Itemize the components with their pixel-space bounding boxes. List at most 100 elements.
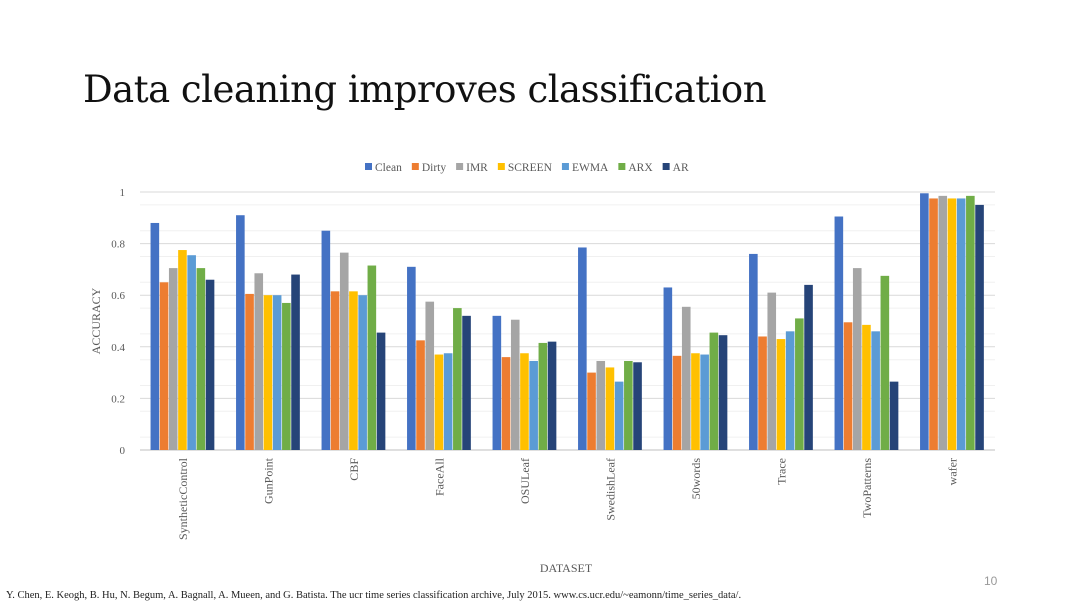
bar-arx-osuleaf — [538, 342, 548, 450]
y-tick-label: 0.8 — [111, 239, 125, 251]
legend-swatch-ar — [662, 163, 670, 170]
x-tick-label: SyntheticControl — [176, 457, 190, 540]
bar-screen-swedishleaf — [605, 367, 615, 450]
y-tick-label: 1 — [120, 187, 126, 199]
x-tick-label: TwoPatterns — [860, 458, 874, 518]
y-axis-label: ACCURACY — [89, 287, 103, 354]
bar-arx-wafer — [966, 195, 975, 450]
bar-screen-50words — [691, 353, 700, 450]
legend-label: EWMA — [572, 162, 609, 174]
bar-screen-osuleaf — [520, 353, 529, 450]
page-number: 10 — [984, 574, 998, 588]
bar-arx-50words — [709, 332, 719, 450]
legend-label: IMR — [466, 162, 488, 174]
x-tick-label: GunPoint — [261, 457, 275, 504]
x-axis-label: DATASET — [540, 561, 593, 575]
bar-screen-twopatterns — [862, 324, 871, 450]
bar-arx-syntheticcontrol — [196, 268, 206, 450]
bar-imr-twopatterns — [852, 268, 862, 450]
bar-imr-swedishleaf — [596, 360, 606, 450]
bar-screen-trace — [776, 339, 786, 450]
legend-label: SCREEN — [508, 162, 553, 174]
y-tick-label: 0.2 — [111, 393, 125, 405]
legend-swatch-clean — [365, 163, 372, 170]
bar-arx-twopatterns — [880, 275, 890, 450]
x-tick-label: 50words — [689, 458, 703, 500]
x-tick-label: CBF — [347, 458, 361, 481]
bar-ewma-twopatterns — [871, 331, 880, 450]
x-tick-label: wafer — [945, 458, 959, 485]
legend-label: ARX — [628, 162, 653, 174]
bar-ar-gunpoint — [291, 274, 300, 450]
bar-ewma-swedishleaf — [614, 381, 624, 450]
bar-ar-syntheticcontrol — [205, 279, 215, 450]
bar-dirty-cbf — [330, 291, 340, 450]
bar-arx-trace — [795, 318, 804, 450]
bar-ewma-syntheticcontrol — [187, 255, 196, 450]
bar-imr-syntheticcontrol — [168, 268, 178, 450]
bar-clean-cbf — [321, 230, 331, 450]
bar-ewma-cbf — [358, 295, 367, 450]
bar-ewma-trace — [785, 331, 795, 450]
bar-imr-osuleaf — [510, 319, 520, 450]
legend-swatch-arx — [618, 163, 626, 170]
bar-arx-swedishleaf — [624, 360, 633, 450]
slide-title: Data cleaning improves classification — [83, 68, 767, 111]
legend-swatch-imr — [456, 163, 464, 170]
bar-screen-syntheticcontrol — [178, 250, 187, 450]
bar-dirty-swedishleaf — [587, 372, 596, 450]
bar-dirty-syntheticcontrol — [159, 282, 169, 450]
bar-ar-swedishleaf — [633, 362, 642, 450]
legend-swatch-screen — [497, 163, 505, 170]
bar-arx-gunpoint — [282, 302, 291, 450]
legend-label: AR — [673, 162, 689, 174]
bar-clean-wafer — [920, 193, 929, 451]
y-tick-label: 0.4 — [111, 342, 125, 354]
bar-dirty-50words — [672, 355, 682, 450]
bar-imr-faceall — [425, 301, 435, 450]
bar-ar-50words — [718, 335, 728, 450]
bar-imr-cbf — [339, 252, 349, 450]
bar-dirty-gunpoint — [245, 293, 254, 450]
bar-ar-twopatterns — [889, 381, 899, 450]
bar-clean-twopatterns — [834, 216, 844, 450]
bar-clean-swedishleaf — [578, 247, 587, 450]
x-tick-label: SwedishLeaf — [603, 458, 617, 521]
bar-ar-faceall — [462, 315, 471, 450]
y-tick-label: 0 — [120, 445, 126, 457]
x-tick-label: Trace — [774, 458, 788, 485]
bar-clean-50words — [663, 287, 673, 450]
bar-dirty-wafer — [929, 198, 938, 450]
bar-screen-wafer — [947, 198, 957, 450]
bar-ewma-50words — [700, 354, 709, 450]
bar-clean-gunpoint — [236, 215, 245, 450]
bar-ar-trace — [804, 284, 813, 450]
bar-imr-wafer — [938, 195, 948, 450]
bar-ewma-gunpoint — [272, 295, 282, 450]
bar-clean-trace — [749, 253, 758, 450]
bar-clean-faceall — [407, 266, 416, 450]
y-tick-label: 0.6 — [111, 290, 125, 302]
bar-ar-osuleaf — [547, 341, 557, 450]
bar-arx-faceall — [453, 308, 462, 450]
bar-dirty-osuleaf — [501, 357, 511, 450]
bar-clean-syntheticcontrol — [150, 222, 160, 450]
bar-ar-cbf — [376, 332, 386, 450]
legend-swatch-ewma — [561, 163, 569, 170]
bar-ewma-faceall — [443, 353, 453, 450]
legend-swatch-dirty — [411, 163, 419, 170]
bar-clean-osuleaf — [492, 315, 502, 450]
bar-screen-gunpoint — [263, 295, 273, 450]
bar-dirty-trace — [758, 336, 767, 450]
bar-ar-wafer — [975, 204, 984, 450]
bar-imr-trace — [767, 292, 777, 450]
bar-ewma-wafer — [956, 198, 966, 450]
bar-screen-faceall — [434, 354, 444, 450]
legend-label: Dirty — [422, 162, 447, 174]
citation: Y. Chen, E. Keogh, B. Hu, N. Begum, A. B… — [6, 590, 742, 601]
bar-dirty-faceall — [416, 340, 425, 450]
legend-label: Clean — [375, 162, 402, 174]
bar-arx-cbf — [367, 265, 377, 450]
bar-ewma-osuleaf — [529, 360, 538, 450]
